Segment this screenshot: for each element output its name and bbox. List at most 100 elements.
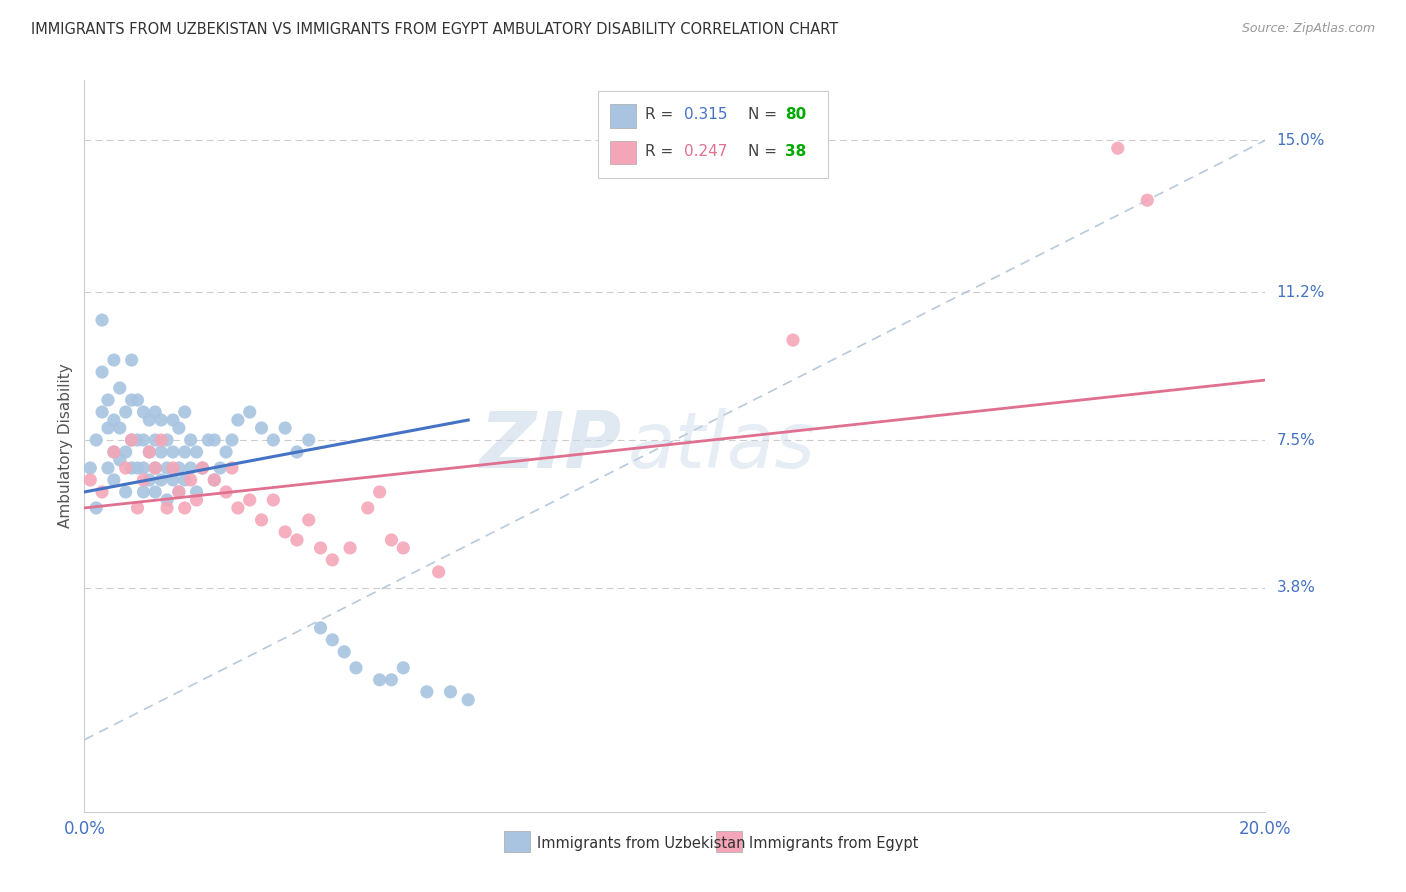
Point: [103, 353, 125, 368]
FancyBboxPatch shape: [503, 831, 530, 852]
Point: [156, 433, 179, 447]
Point: [202, 473, 225, 487]
Point: [209, 461, 232, 475]
Point: [127, 500, 149, 515]
FancyBboxPatch shape: [610, 141, 636, 164]
Point: [97, 461, 120, 475]
Point: [97, 392, 120, 407]
Point: [215, 485, 238, 500]
Point: [180, 461, 202, 475]
Point: [274, 524, 297, 539]
Point: [202, 433, 225, 447]
Text: N =: N =: [748, 107, 782, 122]
Point: [339, 541, 361, 555]
Point: [121, 392, 143, 407]
Point: [191, 461, 214, 475]
Point: [150, 413, 173, 427]
Point: [262, 433, 284, 447]
Point: [127, 461, 149, 475]
Text: 0.315: 0.315: [685, 107, 728, 122]
Point: [226, 500, 249, 515]
Point: [180, 433, 202, 447]
Point: [321, 553, 343, 567]
Point: [143, 461, 166, 475]
Point: [167, 421, 190, 435]
FancyBboxPatch shape: [716, 831, 742, 852]
Point: [344, 661, 367, 675]
Point: [103, 445, 125, 459]
Point: [368, 673, 391, 687]
Point: [138, 473, 160, 487]
Point: [156, 461, 179, 475]
Point: [162, 413, 184, 427]
Text: Immigrants from Uzbekistan: Immigrants from Uzbekistan: [537, 836, 745, 851]
Point: [173, 405, 195, 419]
Point: [132, 485, 155, 500]
Point: [416, 685, 439, 699]
Point: [167, 461, 190, 475]
Point: [191, 461, 214, 475]
Point: [180, 473, 202, 487]
Point: [97, 421, 120, 435]
Text: R =: R =: [645, 107, 679, 122]
Point: [202, 473, 225, 487]
Point: [150, 445, 173, 459]
Text: 80: 80: [785, 107, 806, 122]
Point: [298, 433, 321, 447]
Point: [156, 492, 179, 507]
Point: [221, 461, 243, 475]
Point: [138, 445, 160, 459]
Point: [427, 565, 450, 579]
Point: [114, 405, 136, 419]
Text: 38: 38: [785, 144, 806, 159]
FancyBboxPatch shape: [598, 91, 828, 178]
Point: [91, 313, 114, 327]
Point: [186, 492, 208, 507]
Point: [132, 405, 155, 419]
Point: [132, 433, 155, 447]
Point: [250, 513, 273, 527]
Text: 0.247: 0.247: [685, 144, 728, 159]
Point: [309, 541, 332, 555]
Text: R =: R =: [645, 144, 679, 159]
Point: [121, 433, 143, 447]
Text: atlas: atlas: [627, 408, 815, 484]
Point: [368, 485, 391, 500]
Point: [357, 500, 380, 515]
Point: [132, 461, 155, 475]
Point: [262, 492, 284, 507]
Point: [162, 461, 184, 475]
Point: [143, 405, 166, 419]
Point: [274, 421, 297, 435]
Point: [108, 381, 131, 395]
Point: [392, 661, 415, 675]
Text: 15.0%: 15.0%: [1277, 133, 1324, 148]
Text: N =: N =: [748, 144, 782, 159]
Point: [150, 473, 173, 487]
Point: [457, 693, 479, 707]
Point: [186, 485, 208, 500]
Point: [215, 445, 238, 459]
Point: [239, 405, 262, 419]
Point: [127, 392, 149, 407]
Point: [309, 621, 332, 635]
Text: IMMIGRANTS FROM UZBEKISTAN VS IMMIGRANTS FROM EGYPT AMBULATORY DISABILITY CORREL: IMMIGRANTS FROM UZBEKISTAN VS IMMIGRANTS…: [31, 22, 838, 37]
Point: [380, 533, 402, 547]
Point: [285, 445, 308, 459]
Point: [91, 405, 114, 419]
Point: [186, 445, 208, 459]
Point: [108, 421, 131, 435]
Point: [782, 333, 804, 347]
Text: 7.5%: 7.5%: [1277, 433, 1315, 448]
Point: [114, 445, 136, 459]
Point: [138, 413, 160, 427]
Point: [173, 500, 195, 515]
Point: [221, 433, 243, 447]
Point: [1136, 193, 1159, 207]
Point: [150, 433, 173, 447]
Point: [197, 433, 219, 447]
Text: 3.8%: 3.8%: [1277, 581, 1316, 595]
Point: [84, 433, 107, 447]
Point: [392, 541, 415, 555]
Y-axis label: Ambulatory Disability: Ambulatory Disability: [58, 364, 73, 528]
